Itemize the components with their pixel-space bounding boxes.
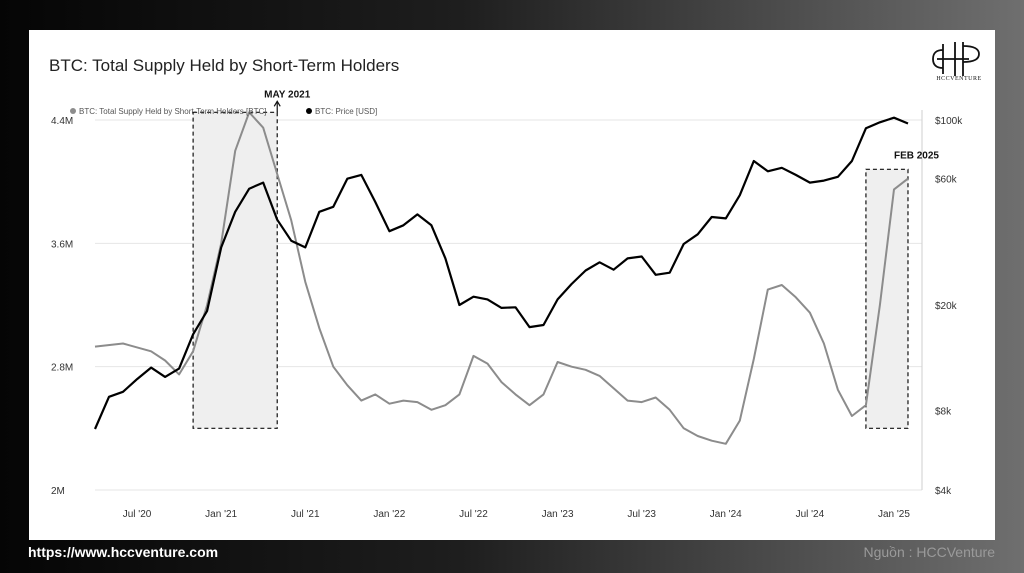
chart-title: BTC: Total Supply Held by Short-Term Hol… xyxy=(49,56,400,75)
y-right-tick-label: $4k xyxy=(935,486,952,497)
x-tick-label: Jan '24 xyxy=(710,509,742,520)
x-tick-label: Jan '25 xyxy=(878,509,910,520)
x-tick-label: Jan '21 xyxy=(205,509,237,520)
brand-logo: HCCVENTURE xyxy=(929,40,989,86)
x-tick-label: Jul '22 xyxy=(459,509,488,520)
annotation-arrow-head xyxy=(273,100,281,107)
legend-label: BTC: Total Supply Held by Short-Term Hol… xyxy=(79,107,266,116)
annotation-box xyxy=(865,168,909,429)
y-left-tick-label: 2M xyxy=(51,486,65,497)
y-left-tick-label: 3.6M xyxy=(51,239,73,250)
y-left-tick-label: 2.8M xyxy=(51,363,73,374)
x-tick-label: Jul '24 xyxy=(796,509,825,520)
x-tick-label: Jul '23 xyxy=(627,509,656,520)
source-credit: Nguồn : HCCVenture xyxy=(863,544,995,560)
chart-area: 2M 2.8M 3.6M 4.4M $4k $8k $20k $60k $100k Jul '20… xyxy=(51,89,963,520)
legend-marker xyxy=(306,108,312,114)
chart-card: BTC: Total Supply Held by Short-Term Hol… xyxy=(29,30,995,540)
y-right-tick-label: $60k xyxy=(935,175,958,186)
annotation-box xyxy=(192,111,278,429)
annotation-label: MAY 2021 xyxy=(264,89,311,100)
legend-label: BTC: Price [USD] xyxy=(315,107,377,116)
x-tick-label: Jul '21 xyxy=(291,509,320,520)
y-right-tick-label: $100k xyxy=(935,116,963,127)
x-tick-label: Jan '23 xyxy=(542,509,574,520)
series-line xyxy=(93,116,909,430)
legend-marker xyxy=(70,108,76,114)
hcc-monogram-icon xyxy=(932,42,980,76)
series-line xyxy=(94,111,909,445)
y-right-tick-label: $20k xyxy=(935,301,958,312)
annotation-label: FEB 2025 xyxy=(894,150,939,161)
x-tick-label: Jan '22 xyxy=(373,509,405,520)
x-tick-label: Jul '20 xyxy=(123,509,152,520)
y-right-tick-label: $8k xyxy=(935,406,952,417)
y-left-tick-label: 4.4M xyxy=(51,116,73,127)
website-url[interactable]: https://www.hccventure.com xyxy=(28,544,219,560)
brand-logo-text: HCCVENTURE xyxy=(936,76,982,82)
